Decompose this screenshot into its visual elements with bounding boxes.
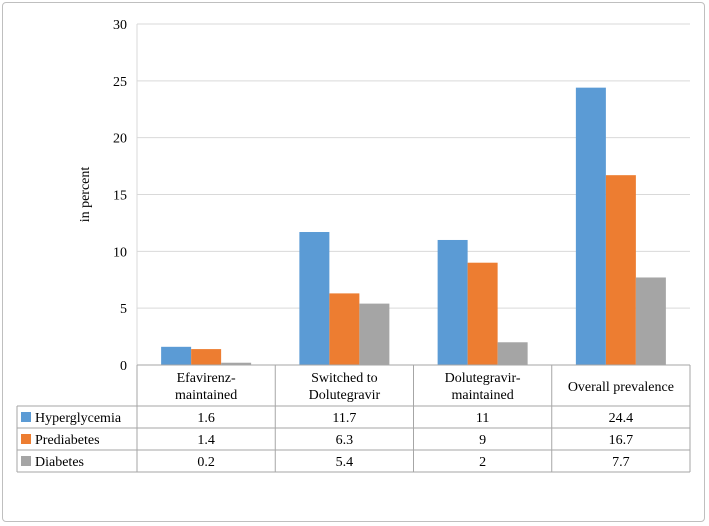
category-label-3-line-2: maintained (452, 388, 514, 403)
legend-label-diabetes: Diabetes (35, 455, 84, 470)
bar-prediabetes-4 (605, 175, 636, 365)
y-tick-label-5: 5 (120, 302, 127, 317)
data-label-prediabetes-4: 16.7 (609, 433, 634, 448)
category-label-2-line-2: Dolutegravir (309, 388, 381, 403)
category-label-2-line-1: Switched to (311, 371, 378, 386)
bar-prediabetes-2 (329, 293, 360, 365)
legend-swatch-prediabetes (21, 434, 31, 444)
data-label-hyperglycemia-3: 11 (476, 411, 489, 426)
y-tick-label-0: 0 (120, 359, 127, 374)
legend-swatch-diabetes (21, 456, 31, 466)
data-label-prediabetes-2: 6.3 (336, 433, 354, 448)
data-label-prediabetes-1: 1.4 (197, 433, 215, 448)
legend-swatch-hyperglycemia (21, 412, 31, 422)
bar-prediabetes-3 (467, 262, 498, 365)
category-label-3-line-1: Dolutegravir- (445, 371, 521, 386)
category-label-1-line-2: maintained (175, 388, 237, 403)
data-label-diabetes-1: 0.2 (197, 455, 215, 470)
y-tick-label-10: 10 (113, 245, 127, 260)
data-label-prediabetes-3: 9 (479, 433, 486, 448)
bar-hyperglycemia-1 (161, 346, 192, 365)
legend-label-prediabetes: Prediabetes (35, 433, 100, 448)
bar-hyperglycemia-3 (437, 239, 468, 365)
bar-hyperglycemia-2 (299, 232, 330, 365)
data-label-diabetes-4: 7.7 (612, 455, 630, 470)
data-label-hyperglycemia-2: 11.7 (332, 411, 356, 426)
category-label-4: Overall prevalence (568, 380, 674, 395)
bar-diabetes-2 (359, 303, 390, 365)
bar-diabetes-3 (497, 342, 528, 365)
data-label-diabetes-3: 2 (479, 455, 486, 470)
legend-label-hyperglycemia: Hyperglycemia (35, 411, 122, 426)
bar-hyperglycemia-4 (575, 87, 606, 366)
data-label-hyperglycemia-1: 1.6 (197, 411, 215, 426)
y-axis-label: in percent (78, 167, 93, 223)
bar-prediabetes-1 (191, 349, 222, 365)
data-label-hyperglycemia-4: 24.4 (609, 411, 634, 426)
data-label-diabetes-2: 5.4 (336, 455, 354, 470)
y-tick-label-25: 25 (113, 75, 127, 90)
y-tick-label-20: 20 (113, 132, 127, 147)
category-label-1-line-1: Efavirenz- (177, 371, 236, 386)
bar-diabetes-4 (635, 277, 666, 365)
y-tick-label-15: 15 (113, 189, 127, 204)
bar-diabetes-1 (221, 362, 252, 365)
y-tick-label-30: 30 (113, 18, 127, 33)
